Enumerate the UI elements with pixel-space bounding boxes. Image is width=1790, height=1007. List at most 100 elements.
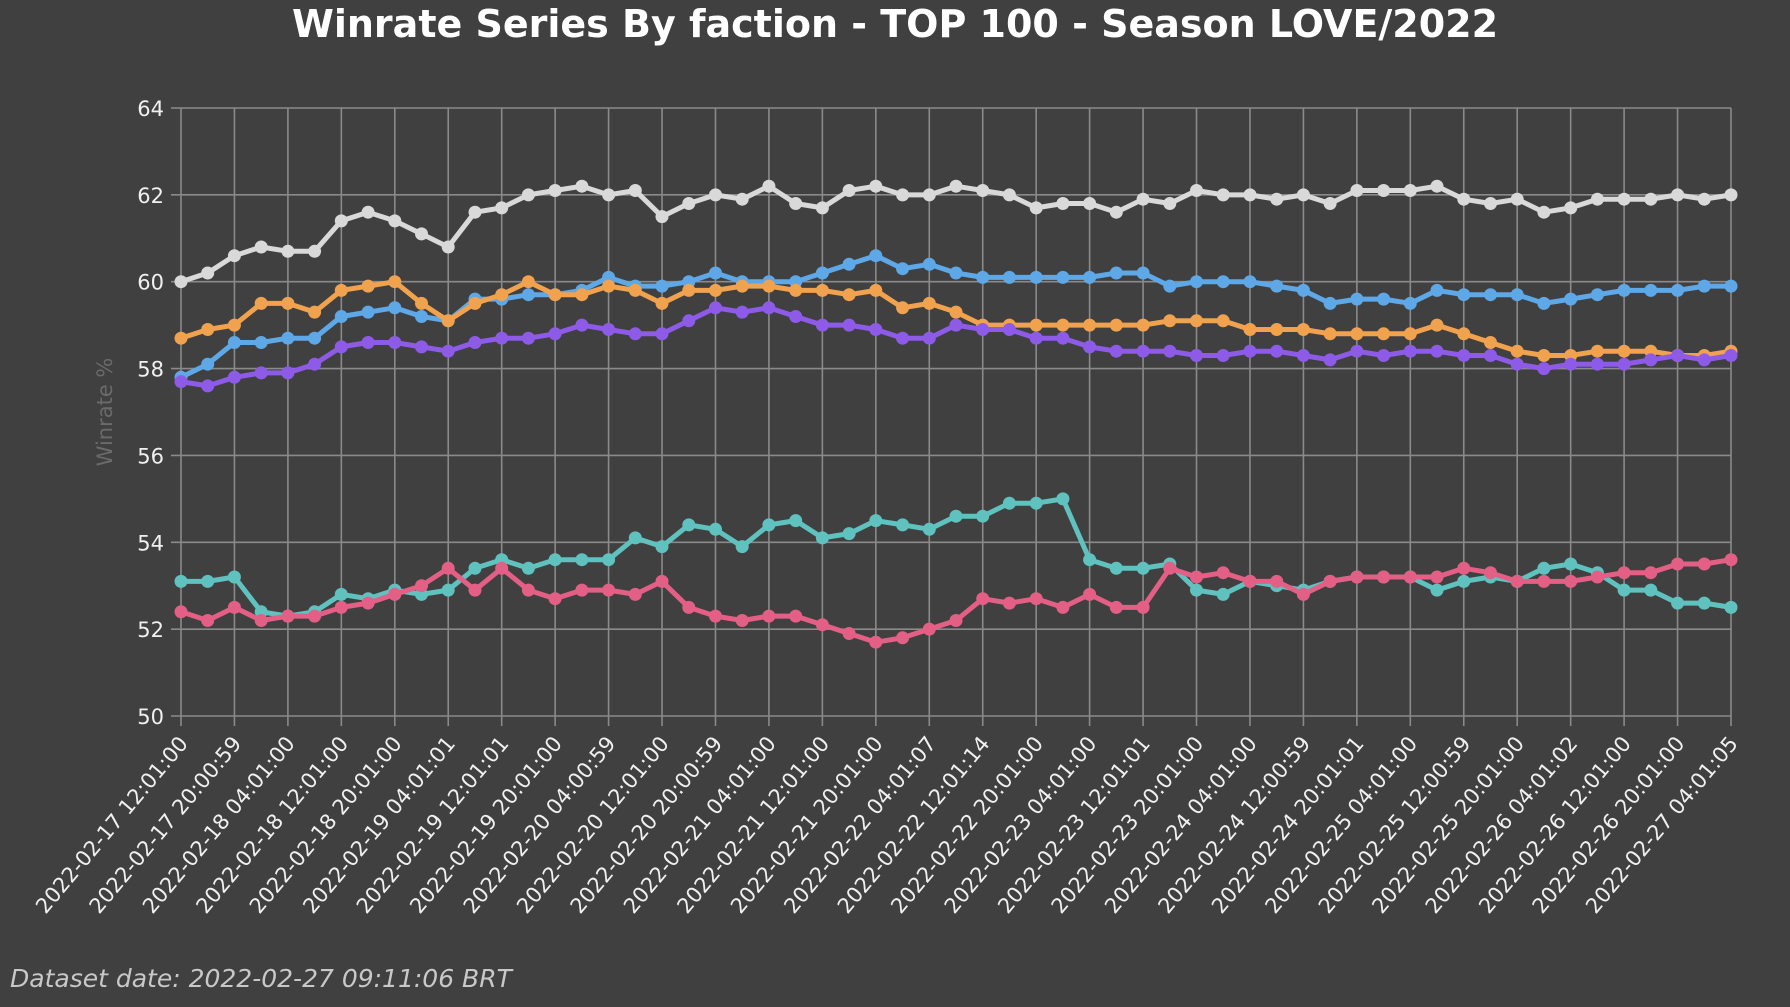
data-point[interactable]	[1136, 318, 1150, 332]
data-point[interactable]	[1724, 553, 1738, 567]
data-point[interactable]	[1029, 270, 1043, 284]
data-point[interactable]	[762, 518, 776, 532]
data-point[interactable]	[1296, 283, 1310, 297]
data-point[interactable]	[575, 179, 589, 193]
data-point[interactable]	[1430, 179, 1444, 193]
data-point[interactable]	[361, 279, 375, 293]
data-point[interactable]	[602, 583, 616, 597]
data-point[interactable]	[441, 240, 455, 254]
data-point[interactable]	[521, 331, 535, 345]
data-point[interactable]	[1109, 561, 1123, 575]
data-point[interactable]	[468, 336, 482, 349]
data-point[interactable]	[1457, 192, 1471, 206]
data-point[interactable]	[896, 518, 910, 532]
data-point[interactable]	[1216, 188, 1230, 202]
data-point[interactable]	[415, 340, 428, 354]
data-point[interactable]	[548, 592, 562, 606]
data-point[interactable]	[1564, 574, 1578, 588]
data-point[interactable]	[869, 514, 883, 528]
data-point[interactable]	[174, 574, 188, 588]
data-point[interactable]	[548, 327, 562, 341]
data-point[interactable]	[1697, 557, 1711, 571]
data-point[interactable]	[922, 522, 936, 536]
data-point[interactable]	[334, 587, 348, 601]
data-point[interactable]	[281, 609, 295, 623]
data-point[interactable]	[1109, 600, 1123, 614]
data-point[interactable]	[602, 553, 616, 567]
data-point[interactable]	[949, 509, 963, 523]
data-point[interactable]	[361, 336, 375, 349]
data-point[interactable]	[602, 279, 616, 293]
data-point[interactable]	[1590, 357, 1604, 371]
data-point[interactable]	[441, 314, 455, 328]
data-point[interactable]	[495, 201, 509, 215]
data-point[interactable]	[815, 618, 829, 632]
data-point[interactable]	[1243, 344, 1257, 358]
data-point[interactable]	[1216, 275, 1230, 289]
data-point[interactable]	[949, 305, 963, 319]
data-point[interactable]	[227, 318, 241, 332]
data-point[interactable]	[201, 574, 215, 588]
data-point[interactable]	[1216, 314, 1230, 328]
data-point[interactable]	[1590, 344, 1604, 358]
data-point[interactable]	[468, 205, 482, 219]
data-point[interactable]	[308, 609, 322, 623]
data-point[interactable]	[1056, 270, 1070, 284]
data-point[interactable]	[682, 197, 696, 210]
data-point[interactable]	[1617, 583, 1631, 597]
data-point[interactable]	[1323, 353, 1337, 367]
data-point[interactable]	[922, 296, 936, 310]
data-point[interactable]	[1671, 596, 1685, 610]
data-point[interactable]	[628, 327, 642, 341]
data-point[interactable]	[1056, 197, 1070, 210]
data-point[interactable]	[1403, 570, 1417, 584]
data-point[interactable]	[281, 296, 295, 310]
data-point[interactable]	[655, 210, 669, 224]
data-point[interactable]	[1617, 357, 1631, 371]
data-point[interactable]	[762, 279, 776, 293]
data-point[interactable]	[1163, 314, 1177, 328]
data-point[interactable]	[308, 357, 322, 371]
data-point[interactable]	[1484, 336, 1497, 349]
data-point[interactable]	[709, 266, 722, 280]
data-point[interactable]	[922, 188, 936, 202]
data-point[interactable]	[976, 592, 990, 606]
data-point[interactable]	[468, 583, 482, 597]
data-point[interactable]	[1671, 349, 1685, 362]
data-point[interactable]	[1083, 340, 1097, 354]
data-point[interactable]	[308, 331, 322, 345]
data-point[interactable]	[1537, 349, 1551, 362]
data-point[interactable]	[1510, 344, 1524, 358]
data-point[interactable]	[201, 266, 215, 280]
data-point[interactable]	[575, 318, 589, 332]
data-point[interactable]	[869, 179, 883, 193]
data-point[interactable]	[548, 184, 562, 197]
data-point[interactable]	[1296, 587, 1310, 601]
data-point[interactable]	[709, 609, 722, 623]
data-point[interactable]	[1190, 184, 1203, 197]
data-point[interactable]	[682, 314, 696, 328]
data-point[interactable]	[1323, 296, 1337, 310]
data-point[interactable]	[415, 310, 428, 323]
data-point[interactable]	[1724, 349, 1738, 362]
data-point[interactable]	[1403, 344, 1417, 358]
data-point[interactable]	[976, 184, 990, 197]
data-point[interactable]	[1083, 318, 1097, 332]
data-point[interactable]	[896, 262, 910, 276]
data-point[interactable]	[227, 336, 241, 349]
data-point[interactable]	[227, 249, 241, 263]
data-point[interactable]	[762, 179, 776, 193]
data-point[interactable]	[1377, 184, 1391, 197]
data-point[interactable]	[1697, 596, 1711, 610]
data-point[interactable]	[1510, 574, 1524, 588]
data-point[interactable]	[1056, 318, 1070, 332]
data-point[interactable]	[735, 192, 749, 206]
data-point[interactable]	[709, 283, 722, 297]
data-point[interactable]	[949, 614, 963, 627]
data-point[interactable]	[655, 540, 669, 554]
data-point[interactable]	[1029, 201, 1043, 215]
data-point[interactable]	[869, 323, 883, 336]
data-point[interactable]	[1457, 561, 1471, 575]
data-point[interactable]	[628, 184, 642, 197]
data-point[interactable]	[1617, 283, 1631, 297]
